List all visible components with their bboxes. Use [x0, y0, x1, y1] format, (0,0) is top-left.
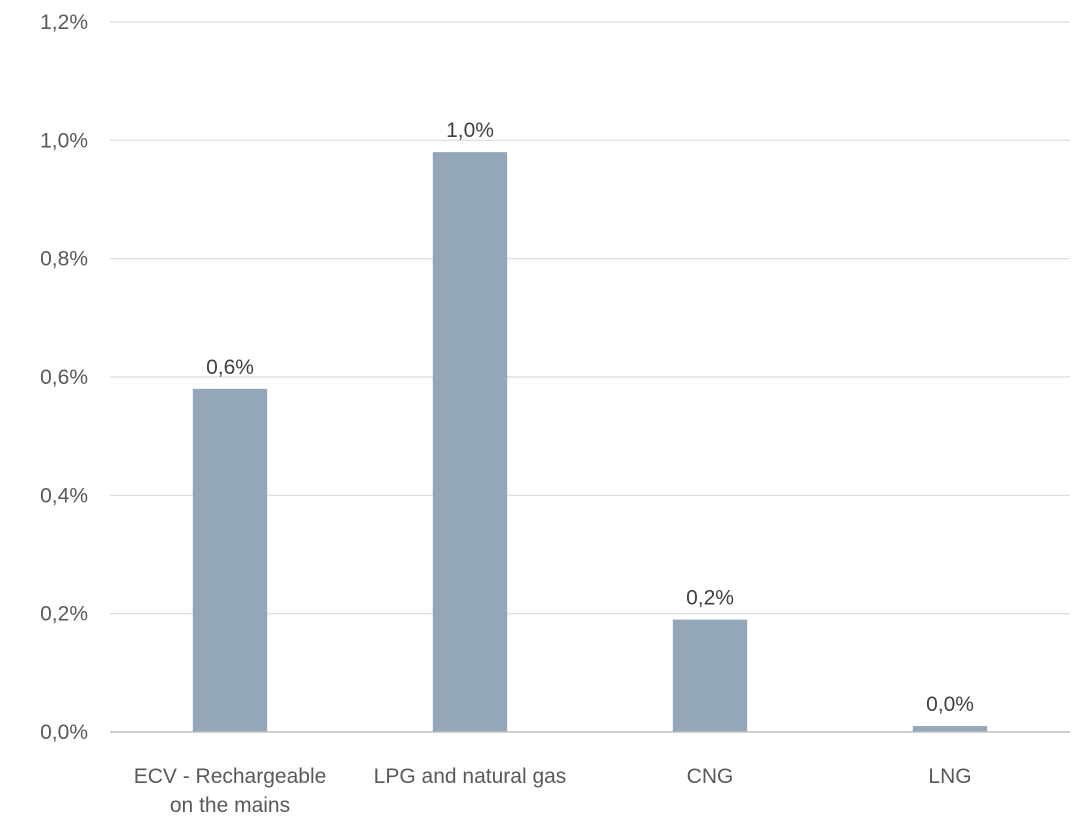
- x-category-label-line: LPG and natural gas: [374, 765, 567, 788]
- bars: [192, 152, 988, 732]
- data-label: 0,2%: [686, 587, 734, 610]
- y-tick-label: 0,6%: [40, 366, 88, 389]
- gridlines: [110, 21, 1070, 615]
- x-category-label: LNG: [928, 765, 971, 788]
- bar: [912, 726, 988, 732]
- x-category-label-line: LNG: [928, 765, 971, 788]
- x-category-label-line: on the mains: [170, 794, 290, 817]
- x-category-label: LPG and natural gas: [374, 765, 567, 788]
- y-tick-label: 0,2%: [40, 603, 88, 626]
- y-axis-tick-labels: 0,0% 0,2% 0,4% 0,6% 0,8% 1,0% 1,2%: [40, 11, 88, 744]
- y-tick-label: 1,2%: [40, 11, 88, 34]
- data-label: 0,0%: [926, 693, 974, 716]
- y-tick-label: 0,4%: [40, 484, 88, 507]
- x-category-label: CNG: [687, 765, 734, 788]
- x-category-label-line: CNG: [687, 765, 734, 788]
- data-label: 0,6%: [206, 356, 254, 379]
- bar: [672, 619, 748, 732]
- x-axis-category-labels: ECV - Rechargeable on the mains LPG and na…: [134, 765, 972, 817]
- data-labels: 0,6% 1,0% 0,2% 0,0%: [206, 119, 974, 716]
- y-tick-label: 0,8%: [40, 248, 88, 271]
- bar: [432, 152, 508, 732]
- y-tick-label: 0,0%: [40, 721, 88, 744]
- y-tick-label: 1,0%: [40, 129, 88, 152]
- x-category-label-line: ECV - Rechargeable: [134, 765, 327, 788]
- data-label: 1,0%: [446, 119, 494, 142]
- bar: [192, 388, 268, 732]
- x-category-label: ECV - Rechargeable on the mains: [134, 765, 327, 817]
